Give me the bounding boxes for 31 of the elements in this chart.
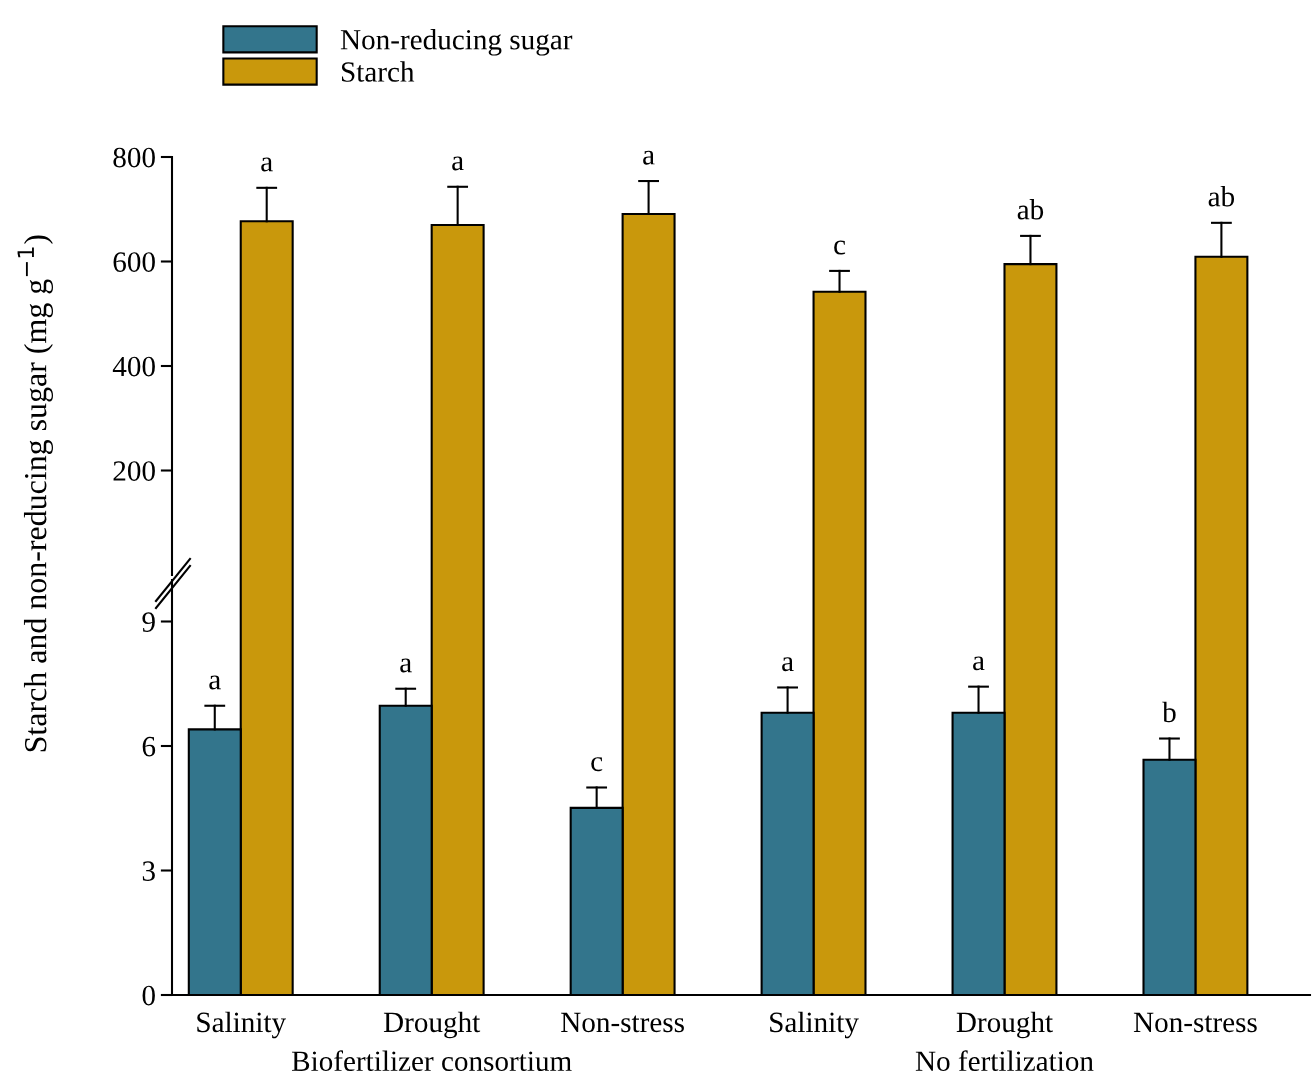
data-label: a xyxy=(643,150,655,165)
x-tick-label: Non-stress xyxy=(561,1012,684,1033)
data-label: a xyxy=(209,675,221,690)
y-axis-title: Starch and non-reducing sugar (mg g$^{−1}$) xyxy=(17,235,54,752)
legend-label: Non-reducing sugar xyxy=(340,29,573,56)
y-tick-label: 9 xyxy=(142,612,155,632)
data-label: c xyxy=(591,757,603,772)
y-tick-label: 200 xyxy=(113,461,155,481)
data-label: ab xyxy=(1017,199,1044,220)
data-label: a xyxy=(452,156,464,171)
x-tick-label: Salinity xyxy=(197,1011,286,1039)
text: No fertilization xyxy=(915,1050,1094,1072)
x-tick-label: Drought xyxy=(383,1011,481,1039)
legend-label: Starch xyxy=(341,61,415,82)
y-tick-label: 400 xyxy=(112,356,155,377)
x-tick-label: Non-stress xyxy=(1133,1012,1257,1033)
data-label: c xyxy=(834,240,846,255)
y-tick-label: 3 xyxy=(142,861,155,881)
data-label: a xyxy=(782,657,794,672)
text: Biofertilizer consortium xyxy=(291,1050,572,1072)
data-label: a xyxy=(973,656,985,671)
y-tick-label: 6 xyxy=(142,736,156,757)
data-label: ab xyxy=(1208,185,1235,207)
y-tick-label: 800 xyxy=(113,147,155,168)
x-tick-label: Salinity xyxy=(770,1011,859,1039)
data-label: a xyxy=(261,157,273,172)
data-label: a xyxy=(400,658,412,673)
y-tick-label: 600 xyxy=(113,252,155,272)
y-tick-label: 0 xyxy=(142,985,155,1006)
x-tick-label: Drought xyxy=(956,1011,1053,1039)
data-label: b xyxy=(1162,701,1176,723)
